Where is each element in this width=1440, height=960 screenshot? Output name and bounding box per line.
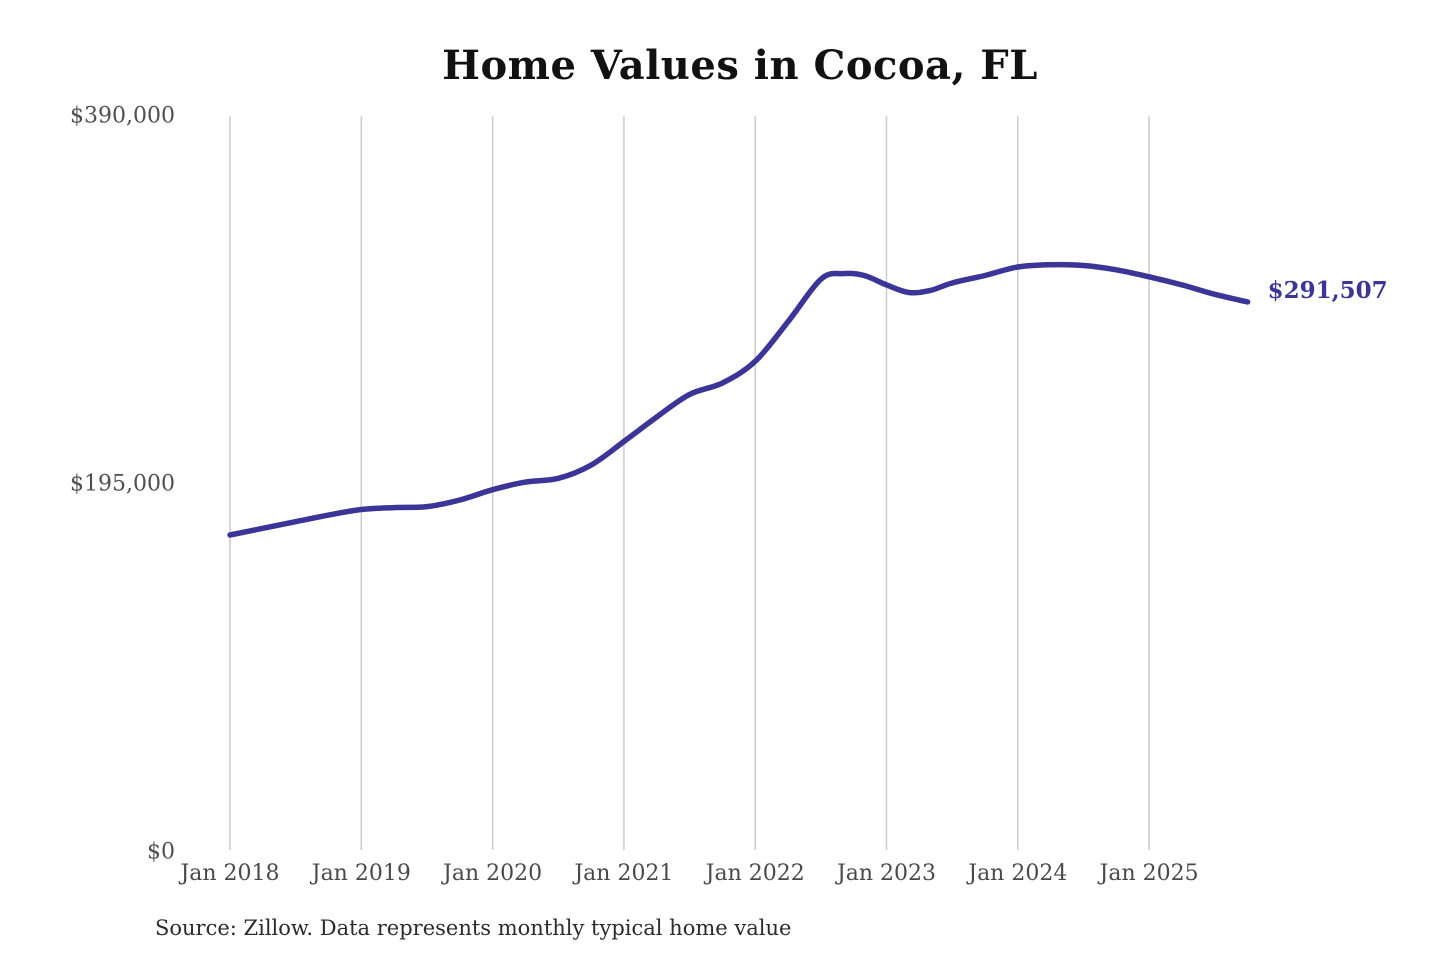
x-axis-tick-label: Jan 2025 <box>1099 861 1199 886</box>
x-axis-tick-label: Jan 2021 <box>574 861 674 886</box>
y-axis-tick-label: $195,000 <box>70 471 175 497</box>
x-axis-tick-label: Jan 2020 <box>443 861 543 886</box>
x-axis-tick-label: Jan 2019 <box>311 861 411 886</box>
home-value-line <box>227 261 1251 538</box>
y-axis-tick-label: $0 <box>147 839 175 865</box>
x-axis-tick-label: Jan 2023 <box>836 861 937 886</box>
chart-title: Home Values in Cocoa, FL <box>442 42 1038 89</box>
y-axis-tick-label: $390,000 <box>70 103 175 129</box>
x-axis-tick-label: Jan 2018 <box>180 861 280 886</box>
x-axis-tick-label: Jan 2022 <box>705 861 805 886</box>
x-axis-tick-label: Jan 2024 <box>968 861 1068 886</box>
source-note: Source: Zillow. Data represents monthly … <box>155 916 792 940</box>
latest-value-label: $291,507 <box>1267 276 1388 304</box>
